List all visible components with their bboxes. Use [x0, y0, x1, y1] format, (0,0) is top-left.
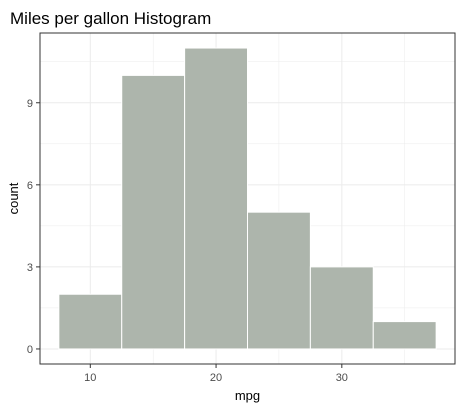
- x-tick-label: 10: [84, 372, 96, 384]
- histogram-bar: [121, 74, 186, 350]
- x-tick-label: 20: [210, 372, 222, 384]
- histogram-bar: [184, 47, 249, 350]
- x-axis: 10 20 30: [84, 364, 348, 384]
- histogram-bar: [247, 211, 311, 350]
- panel-border: [39, 32, 456, 365]
- x-tick-label: 30: [336, 372, 348, 384]
- histogram-bar: [309, 266, 374, 350]
- y-tick-label: 9: [27, 98, 33, 110]
- histogram-bar: [58, 293, 123, 350]
- y-tick-label: 6: [27, 180, 33, 192]
- y-axis-title: count: [6, 182, 21, 214]
- y-tick-label: 0: [27, 344, 33, 356]
- histogram-bar: [372, 321, 437, 350]
- y-axis: 0 3 6 9: [27, 98, 40, 356]
- y-tick-label: 3: [27, 262, 33, 274]
- chart-title: Miles per gallon Histogram: [10, 9, 211, 28]
- bars-layer: [58, 47, 437, 350]
- x-axis-title: mpg: [235, 388, 260, 403]
